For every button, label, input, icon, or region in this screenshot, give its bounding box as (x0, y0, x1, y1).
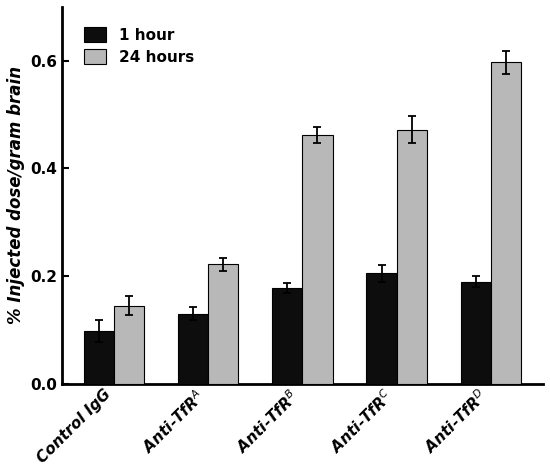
Bar (208, 264, 238, 384)
Bar (491, 62, 521, 384)
Bar (366, 273, 397, 384)
Bar (114, 306, 144, 384)
Bar (272, 288, 302, 384)
Bar (302, 135, 333, 384)
Bar (178, 314, 208, 384)
Y-axis label: % Injected dose/gram brain: % Injected dose/gram brain (7, 66, 25, 324)
Bar (461, 281, 491, 384)
Legend: 1 hour, 24 hours: 1 hour, 24 hours (79, 22, 199, 70)
Bar (397, 130, 427, 384)
Bar (84, 331, 114, 384)
